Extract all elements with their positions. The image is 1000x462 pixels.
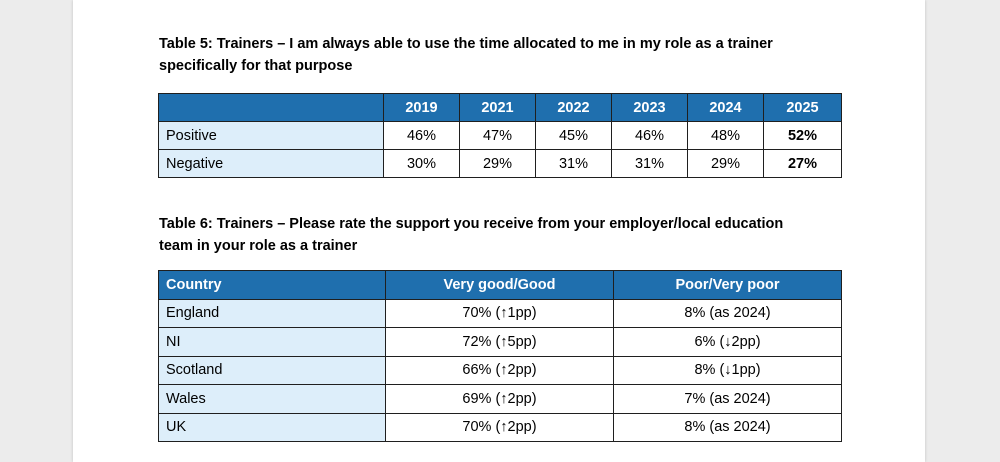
table-cell-highlight: 52% bbox=[763, 121, 842, 150]
document-page: Table 5: Trainers – I am always able to … bbox=[73, 0, 925, 462]
table-cell: 8% (↓1pp) bbox=[613, 355, 842, 385]
table5-caption: Table 5: Trainers – I am always able to … bbox=[159, 33, 839, 77]
table-cell: 29% bbox=[459, 149, 536, 178]
table-row: NI 72% (↑5pp) 6% (↓2pp) bbox=[158, 327, 842, 357]
table-cell: 31% bbox=[611, 149, 688, 178]
table5-header-cell: 2025 bbox=[763, 93, 842, 122]
row-label: England bbox=[158, 298, 386, 328]
row-label: Wales bbox=[158, 384, 386, 414]
table6: Country Very good/Good Poor/Very poor En… bbox=[158, 270, 842, 442]
table-cell: 70% (↑2pp) bbox=[385, 412, 614, 442]
table-row: UK 70% (↑2pp) 8% (as 2024) bbox=[158, 412, 842, 442]
table-row: Positive 46% 47% 45% 46% 48% 52% bbox=[158, 121, 842, 150]
table-cell: 46% bbox=[383, 121, 460, 150]
table5-header-cell: 2019 bbox=[383, 93, 460, 122]
row-label: NI bbox=[158, 327, 386, 357]
table-cell: 66% (↑2pp) bbox=[385, 355, 614, 385]
table-cell: 48% bbox=[687, 121, 764, 150]
table5-header-row: 2019 2021 2022 2023 2024 2025 bbox=[158, 93, 842, 122]
table6-header-cell: Country bbox=[158, 270, 386, 300]
table-cell: 6% (↓2pp) bbox=[613, 327, 842, 357]
table5-header-cell: 2023 bbox=[611, 93, 688, 122]
table5-header-cell: 2022 bbox=[535, 93, 612, 122]
table6-caption-line2: team in your role as a trainer bbox=[159, 238, 358, 254]
table-row: England 70% (↑1pp) 8% (as 2024) bbox=[158, 298, 842, 328]
table6-header-cell: Very good/Good bbox=[385, 270, 614, 300]
table-cell: 47% bbox=[459, 121, 536, 150]
table-row: Wales 69% (↑2pp) 7% (as 2024) bbox=[158, 384, 842, 414]
table-cell: 8% (as 2024) bbox=[613, 412, 842, 442]
row-label: Scotland bbox=[158, 355, 386, 385]
table-cell: 45% bbox=[535, 121, 612, 150]
table-cell: 69% (↑2pp) bbox=[385, 384, 614, 414]
table6-header-cell: Poor/Very poor bbox=[613, 270, 842, 300]
table-cell: 70% (↑1pp) bbox=[385, 298, 614, 328]
row-label: UK bbox=[158, 412, 386, 442]
table6-header-row: Country Very good/Good Poor/Very poor bbox=[158, 270, 842, 300]
table-cell: 72% (↑5pp) bbox=[385, 327, 614, 357]
table5-header-cell: 2021 bbox=[459, 93, 536, 122]
table-cell: 8% (as 2024) bbox=[613, 298, 842, 328]
table5: 2019 2021 2022 2023 2024 2025 Positive 4… bbox=[158, 93, 842, 178]
table-row: Negative 30% 29% 31% 31% 29% 27% bbox=[158, 149, 842, 178]
table-cell: 30% bbox=[383, 149, 460, 178]
table5-header-cell: 2024 bbox=[687, 93, 764, 122]
table-cell-highlight: 27% bbox=[763, 149, 842, 178]
row-label: Negative bbox=[158, 149, 384, 178]
table-cell: 31% bbox=[535, 149, 612, 178]
table-cell: 46% bbox=[611, 121, 688, 150]
table-cell: 7% (as 2024) bbox=[613, 384, 842, 414]
table5-caption-line2: specifically for that purpose bbox=[159, 58, 353, 74]
table-cell: 29% bbox=[687, 149, 764, 178]
row-label: Positive bbox=[158, 121, 384, 150]
table5-caption-line1: Table 5: Trainers – I am always able to … bbox=[159, 36, 773, 52]
table5-header-cell bbox=[158, 93, 384, 122]
table6-caption: Table 6: Trainers – Please rate the supp… bbox=[159, 213, 839, 257]
table-row: Scotland 66% (↑2pp) 8% (↓1pp) bbox=[158, 355, 842, 385]
table6-caption-line1: Table 6: Trainers – Please rate the supp… bbox=[159, 216, 784, 232]
